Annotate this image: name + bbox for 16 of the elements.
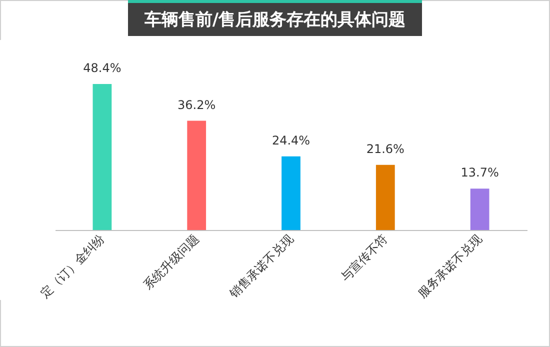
bar [187,120,206,230]
x-tick-label: 系统升级问题 [140,232,202,292]
data-label: 21.6% [366,142,404,156]
chart-title: 车辆售前/售后服务存在的具体问题 [128,0,422,36]
data-label: 48.4% [83,61,122,75]
bar [470,188,490,230]
data-label: 13.7% [460,166,499,180]
bar [376,164,395,230]
data-label: 36.2% [178,98,216,112]
x-tick-label: 定（订）金纠纷 [38,232,108,301]
x-tick-label: 销售承诺不兑现 [226,232,296,302]
x-tick-label: 服务承诺不兑现 [415,232,485,301]
bar [282,156,300,230]
bar [92,84,112,230]
x-tick-label: 与宣传不符 [338,232,390,284]
data-label: 24.4% [272,133,310,148]
